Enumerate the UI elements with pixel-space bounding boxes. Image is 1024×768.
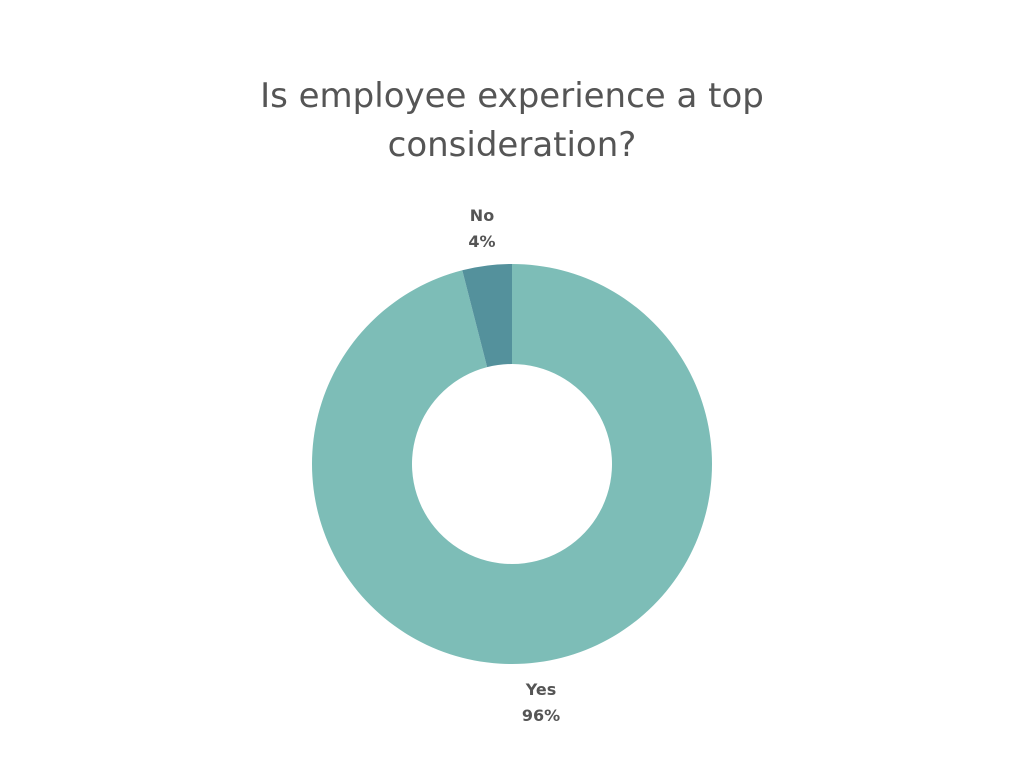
chart-title: Is employee experience a top considerati… [260,76,764,165]
slice-label-no: No [470,206,494,225]
donut-slices [311,264,712,664]
slice-yes [311,264,712,664]
slice-value-yes: 96% [522,706,560,725]
slice-no [462,264,512,368]
slice-labels: Yes 96% No 4% [468,206,560,725]
slice-value-no: 4% [468,232,495,251]
slice-label-yes: Yes [525,680,557,699]
